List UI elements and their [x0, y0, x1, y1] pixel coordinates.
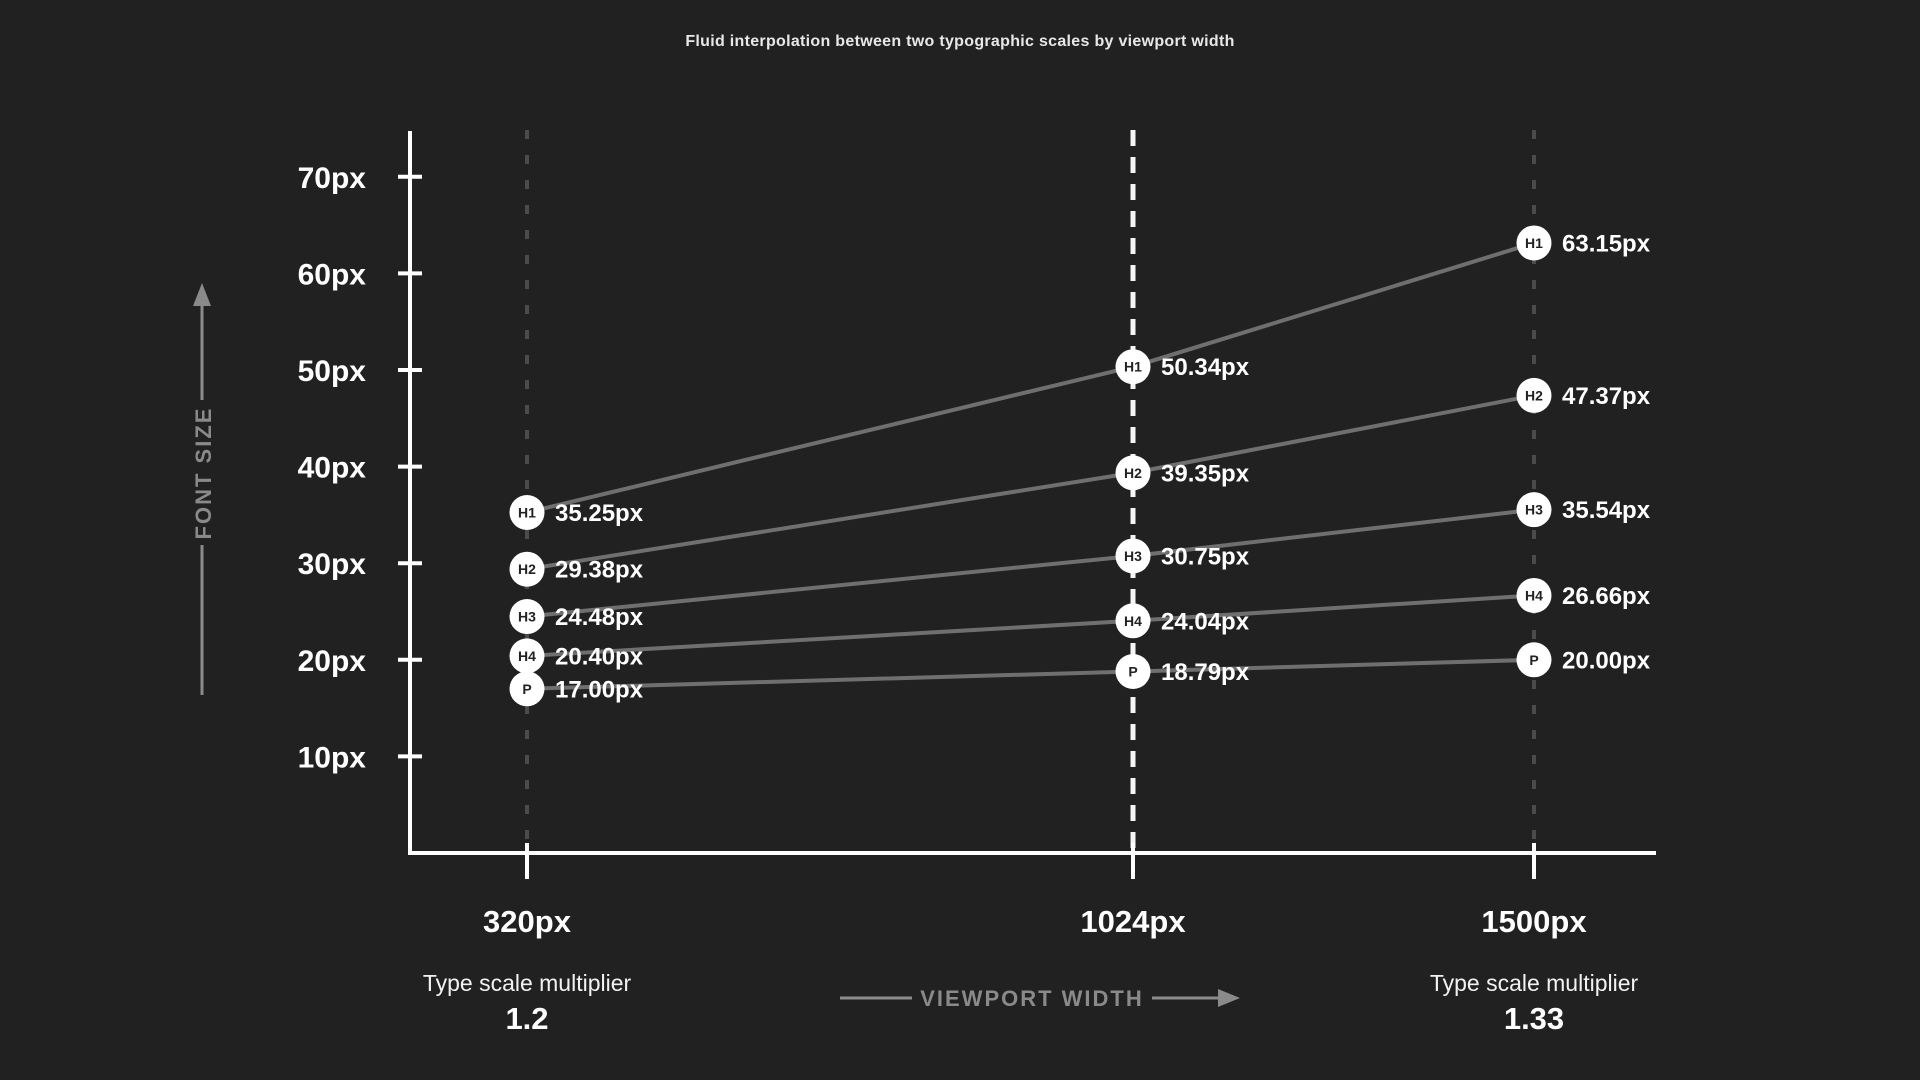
- x-tick-label-320px: 320px: [483, 904, 572, 939]
- chart-title: Fluid interpolation between two typograp…: [685, 33, 1234, 50]
- marker-label-h1-320px: H1: [518, 504, 536, 520]
- value-label-h1-1024px: 50.34px: [1161, 354, 1250, 381]
- marker-label-h2-1500px: H2: [1525, 387, 1543, 403]
- marker-h1-1024px: [1115, 349, 1151, 385]
- y-tick-label-50px: 50px: [298, 355, 367, 388]
- marker-h3-320px: [509, 599, 545, 635]
- x-tick-label-1024px: 1024px: [1080, 904, 1186, 939]
- y-tick-label-20px: 20px: [298, 645, 367, 678]
- marker-label-h1-1500px: H1: [1525, 235, 1543, 251]
- marker-h2-1500px: [1516, 377, 1552, 413]
- series-line-h4: [526, 593, 1535, 658]
- marker-label-h3-320px: H3: [518, 609, 536, 625]
- value-label-h4-320px: 20.40px: [555, 643, 644, 670]
- value-label-h2-1500px: 47.37px: [1562, 383, 1651, 410]
- value-label-h2-320px: 29.38px: [555, 557, 644, 584]
- marker-p-1500px: [1516, 642, 1552, 678]
- marker-label-p-320px: P: [522, 681, 531, 697]
- marker-h4-1500px: [1516, 577, 1552, 613]
- series-line-h3: [526, 507, 1535, 619]
- marker-label-p-1024px: P: [1128, 663, 1137, 679]
- marker-p-1024px: [1115, 653, 1151, 689]
- value-label-h1-1500px: 63.15px: [1562, 230, 1651, 257]
- marker-label-h3-1024px: H3: [1124, 548, 1142, 564]
- x-axis-label: VIEWPORT WIDTH: [920, 986, 1144, 1011]
- value-label-h3-1024px: 30.75px: [1161, 543, 1250, 570]
- y-tick-label-60px: 60px: [298, 258, 367, 291]
- marker-label-h4-1024px: H4: [1124, 613, 1142, 629]
- value-label-h3-320px: 24.48px: [555, 604, 644, 631]
- value-label-h1-320px: 35.25px: [555, 500, 644, 527]
- x-axis-label-group: VIEWPORT WIDTH: [840, 986, 1240, 1011]
- marker-p-320px: [509, 671, 545, 707]
- y-axis-label-group: FONT SIZE: [191, 283, 216, 695]
- marker-label-h2-320px: H2: [518, 561, 536, 577]
- left-multiplier-label: Type scale multiplier: [423, 970, 632, 996]
- marker-label-h2-1024px: H2: [1124, 465, 1142, 481]
- series-line-h2: [526, 393, 1535, 572]
- arrow-right-icon: [1218, 989, 1240, 1007]
- marker-h4-1024px: [1115, 603, 1151, 639]
- series-line-p: [526, 657, 1535, 691]
- plot-area: 10px 20px 30px 40px 50px 60px 70px H1 35.25px H1 5…: [298, 130, 1656, 879]
- value-label-p-1024px: 18.79px: [1161, 659, 1250, 686]
- marker-label-h4-1500px: H4: [1525, 587, 1543, 603]
- y-tick-label-10px: 10px: [298, 741, 367, 774]
- marker-label-p-1500px: P: [1529, 652, 1538, 668]
- right-multiplier-label: Type scale multiplier: [1430, 970, 1639, 996]
- x-tick-label-1500px: 1500px: [1481, 904, 1587, 939]
- value-label-h4-1024px: 24.04px: [1161, 608, 1250, 635]
- marker-h2-1024px: [1115, 455, 1151, 491]
- value-label-p-320px: 17.00px: [555, 676, 644, 703]
- marker-h1-1500px: [1516, 225, 1552, 261]
- value-label-p-1500px: 20.00px: [1562, 647, 1651, 674]
- marker-h3-1500px: [1516, 492, 1552, 528]
- marker-label-h3-1500px: H3: [1525, 502, 1543, 518]
- value-label-h4-1500px: 26.66px: [1562, 583, 1651, 610]
- arrow-up-icon: [193, 283, 211, 306]
- right-multiplier-value: 1.33: [1504, 1001, 1564, 1036]
- series-line-h1: [526, 241, 1535, 515]
- marker-label-h1-1024px: H1: [1124, 359, 1142, 375]
- left-multiplier-value: 1.2: [505, 1001, 548, 1036]
- y-tick-label-70px: 70px: [298, 162, 367, 195]
- y-axis-label: FONT SIZE: [191, 407, 216, 540]
- value-label-h3-1500px: 35.54px: [1562, 497, 1651, 524]
- value-label-h2-1024px: 39.35px: [1161, 460, 1250, 487]
- marker-h3-1024px: [1115, 538, 1151, 574]
- y-tick-label-30px: 30px: [298, 548, 367, 581]
- marker-h4-320px: [509, 638, 545, 674]
- y-tick-label-40px: 40px: [298, 452, 367, 485]
- marker-label-h4-320px: H4: [518, 648, 536, 664]
- marker-h2-320px: [509, 551, 545, 587]
- marker-h1-320px: [509, 494, 545, 530]
